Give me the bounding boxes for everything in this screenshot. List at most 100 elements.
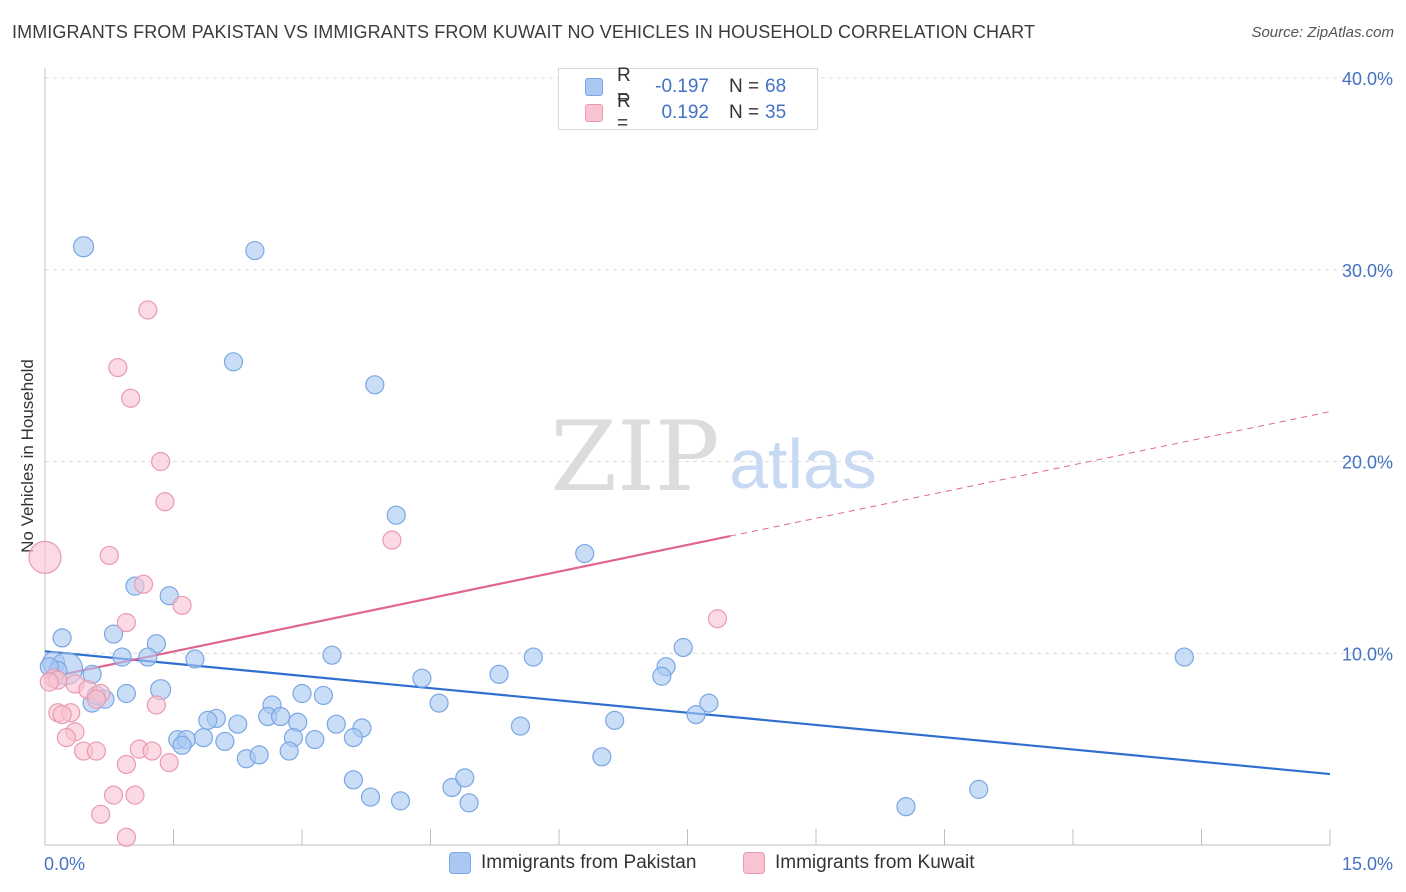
pakistan-point	[270, 706, 291, 727]
pakistan-point	[510, 716, 531, 736]
legend-item-kuwait[interactable]: Immigrants from Kuwait	[743, 852, 975, 874]
pakistan-point	[365, 375, 385, 395]
kuwait-point	[56, 728, 77, 748]
r-label: R =	[617, 91, 631, 134]
y-tick-label: 10.0%	[1342, 644, 1393, 664]
pakistan-point	[442, 777, 462, 798]
kuwait-point	[39, 672, 59, 692]
y-tick-label: 20.0%	[1342, 453, 1393, 473]
pakistan-point	[969, 779, 989, 799]
pakistan-point	[322, 645, 342, 665]
pakistan-point	[686, 705, 706, 725]
kuwait-point	[116, 612, 136, 633]
pakistan-point	[459, 793, 479, 813]
watermark-zip: ZIP	[550, 401, 719, 513]
pakistan-point	[575, 543, 595, 564]
kuwait-point	[86, 741, 107, 761]
r-value: -0.197	[655, 76, 709, 97]
tick-labels: 10.0% 20.0% 30.0% 40.0% 0.0% 15.0%	[44, 69, 1393, 874]
pakistan-point	[146, 634, 166, 654]
kuwait-point	[142, 741, 162, 761]
pakistan-point	[386, 505, 406, 525]
kuwait-point	[86, 689, 107, 709]
kuwait-point	[116, 827, 136, 847]
n-value: 68	[765, 76, 787, 97]
kuwait-swatch	[585, 104, 603, 122]
kuwait-point	[707, 609, 728, 629]
stats-legend-row-pakistan: R = -0.197 N = 68	[585, 65, 787, 108]
pakistan-point	[185, 649, 205, 669]
pakistan-point	[245, 240, 265, 261]
grid-lines	[45, 77, 1392, 654]
pakistan-point	[193, 728, 214, 748]
legend-label-pakistan: Immigrants from Pakistan	[481, 852, 697, 873]
pakistan-point	[360, 787, 381, 807]
kuwait-point	[172, 595, 192, 615]
pakistan-point	[343, 770, 363, 790]
pakistan-point	[326, 714, 346, 734]
kuwait-legend-swatch	[743, 852, 765, 874]
pakistan-point	[592, 747, 612, 767]
pakistan-point	[198, 710, 218, 730]
kuwait-point	[121, 388, 141, 408]
pakistan-point	[605, 710, 625, 730]
kuwait-point	[155, 492, 175, 512]
pakistan-point	[1174, 647, 1194, 667]
kuwait-point	[116, 754, 136, 775]
watermark-atlas: atlas	[729, 425, 877, 503]
stats-legend: R = -0.197 N = 68 R = 0.192 N = 35	[558, 65, 818, 134]
kuwait-point	[108, 357, 128, 378]
axes	[44, 68, 1331, 846]
pakistan-point	[103, 624, 124, 644]
kuwait-trend-line	[44, 534, 731, 680]
legend-item-pakistan[interactable]: Immigrants from Pakistan	[449, 852, 696, 874]
pakistan-point	[116, 683, 136, 704]
kuwait-point	[99, 545, 119, 566]
pakistan-point	[305, 729, 325, 750]
x-tick-label-end: 15.0%	[1342, 854, 1393, 874]
pakistan-point	[138, 647, 158, 667]
kuwait-point	[91, 804, 111, 824]
pakistan-point	[343, 728, 363, 748]
pakistan-point	[313, 685, 334, 706]
kuwait-point	[103, 785, 124, 805]
kuwait-point	[138, 300, 158, 320]
pakistan-point	[699, 693, 719, 713]
series-legend: Immigrants from Pakistan Immigrants from…	[0, 852, 1406, 876]
watermark: ZIP atlas	[550, 401, 877, 513]
r-value: 0.192	[661, 102, 709, 123]
r-label: R =	[617, 65, 631, 108]
pakistan-swatch	[585, 78, 603, 96]
y-tick-label: 30.0%	[1342, 261, 1393, 281]
n-label: N =	[729, 76, 760, 97]
pakistan-point	[172, 735, 192, 755]
pakistan-point	[72, 236, 95, 258]
kuwait-point	[28, 540, 62, 574]
pakistan-point	[159, 586, 179, 606]
pakistan-point	[249, 745, 269, 765]
pakistan-point	[279, 741, 299, 761]
kuwait-point	[382, 530, 402, 550]
pakistan-point	[429, 693, 449, 713]
pakistan-point	[215, 731, 235, 752]
pakistan-point	[292, 683, 312, 704]
pakistan-point	[223, 352, 244, 372]
kuwait-point	[52, 705, 72, 725]
n-value: 35	[765, 102, 787, 123]
y-tick-label: 40.0%	[1342, 69, 1393, 89]
stats-legend-row-kuwait: R = 0.192 N = 35	[585, 91, 787, 134]
pakistan-point	[673, 637, 693, 658]
kuwait-point	[151, 451, 171, 472]
pakistan-point	[52, 628, 72, 648]
legend-label-kuwait: Immigrants from Kuwait	[775, 852, 975, 873]
kuwait-point	[125, 785, 145, 805]
x-tick-label-start: 0.0%	[44, 854, 85, 874]
pakistan-point	[896, 797, 916, 817]
pakistan-point	[523, 647, 543, 667]
pakistan-point	[390, 791, 411, 811]
n-label: N =	[729, 102, 760, 123]
data-points	[28, 236, 1194, 847]
pakistan-point	[412, 668, 432, 688]
pakistan-point	[455, 768, 475, 788]
